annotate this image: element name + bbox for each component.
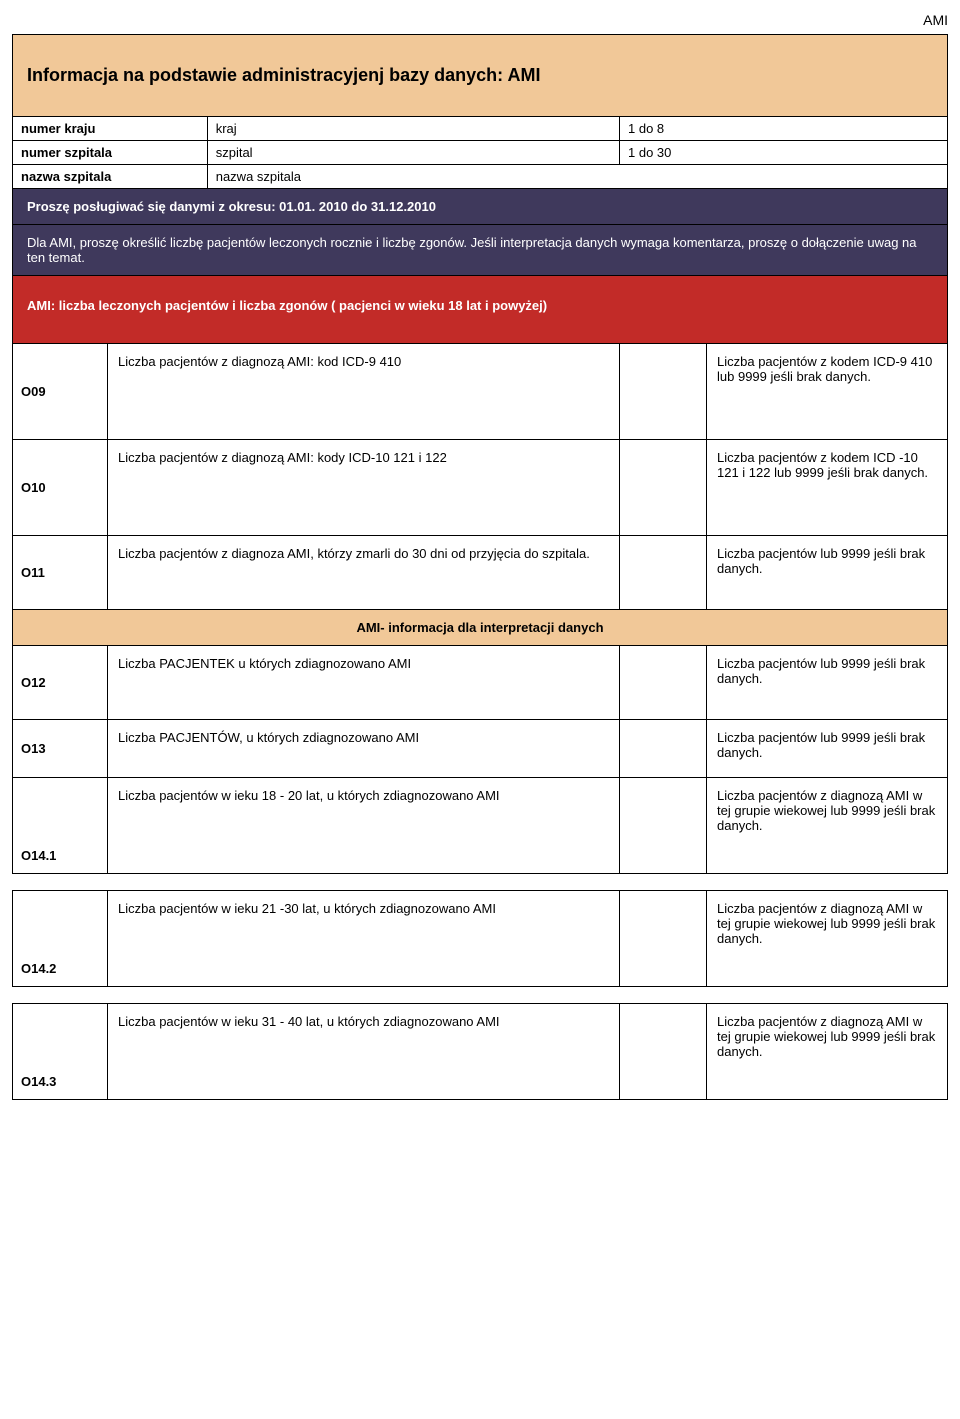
- row-code-O12: O12: [13, 646, 108, 720]
- meta-value-1do30: 1 do 30: [620, 141, 948, 165]
- row-desc-O11: Liczba pacjentów z diagnoza AMI, którzy …: [108, 536, 620, 610]
- row-right-O09: Liczba pacjentów z kodem ICD-9 410 lub 9…: [707, 344, 948, 440]
- meta-value-kraj: kraj: [207, 117, 619, 141]
- row-code-O14-2: O14.2: [13, 891, 108, 987]
- row-blank-O14-3: [620, 1004, 707, 1100]
- table-row: O10 Liczba pacjentów z diagnozą AMI: kod…: [13, 440, 948, 536]
- row-desc-O14-2: Liczba pacjentów w ieku 21 -30 lat, u kt…: [108, 891, 620, 987]
- row-right-O14-2: Liczba pacjentów z diagnozą AMI w tej gr…: [707, 891, 948, 987]
- row-right-O13: Liczba pacjentów lub 9999 jeśli brak dan…: [707, 720, 948, 778]
- row-right-O12: Liczba pacjentów lub 9999 jeśli brak dan…: [707, 646, 948, 720]
- row-blank-O10: [620, 440, 707, 536]
- table-row: O14.1 Liczba pacjentów w ieku 18 - 20 la…: [13, 778, 948, 874]
- table-row: O11 Liczba pacjentów z diagnoza AMI, któ…: [13, 536, 948, 610]
- meta-label-numer-szpitala: numer szpitala: [13, 141, 208, 165]
- dark-header-period: Proszę posługiwać się danymi z okresu: 0…: [13, 189, 948, 225]
- red-header: AMI: liczba leczonych pacjentów i liczba…: [13, 276, 948, 344]
- row-right-O14-3: Liczba pacjentów z diagnozą AMI w tej gr…: [707, 1004, 948, 1100]
- row-blank-O14-2: [620, 891, 707, 987]
- dark-header-instructions: Dla AMI, proszę określić liczbę pacjentó…: [13, 225, 948, 276]
- row-blank-O13: [620, 720, 707, 778]
- row-desc-O13: Liczba PACJENTÓW, u których zdiagnozowan…: [108, 720, 620, 778]
- row-code-O14-1: O14.1: [13, 778, 108, 874]
- row-right-O14-1: Liczba pacjentów z diagnozą AMI w tej gr…: [707, 778, 948, 874]
- meta-value-nazwa-szpitala: nazwa szpitala: [207, 165, 947, 189]
- row-code-O10: O10: [13, 440, 108, 536]
- row-right-O11: Liczba pacjentów lub 9999 jeśli brak dan…: [707, 536, 948, 610]
- title-cell: Informacja na podstawie administracyjenj…: [13, 35, 948, 117]
- second-table: O14.2 Liczba pacjentów w ieku 21 -30 lat…: [12, 890, 948, 987]
- row-desc-O14-1: Liczba pacjentów w ieku 18 - 20 lat, u k…: [108, 778, 620, 874]
- main-table: Informacja na podstawie administracyjenj…: [12, 34, 948, 874]
- row-code-O14-3: O14.3: [13, 1004, 108, 1100]
- row-code-O13: O13: [13, 720, 108, 778]
- row-right-O10: Liczba pacjentów z kodem ICD -10 121 i 1…: [707, 440, 948, 536]
- spacer: [12, 987, 948, 1003]
- table-row: O09 Liczba pacjentów z diagnozą AMI: kod…: [13, 344, 948, 440]
- table-row: O14.3 Liczba pacjentów w ieku 31 - 40 la…: [13, 1004, 948, 1100]
- row-blank-O12: [620, 646, 707, 720]
- spacer: [12, 874, 948, 890]
- table-row: O14.2 Liczba pacjentów w ieku 21 -30 lat…: [13, 891, 948, 987]
- row-blank-O09: [620, 344, 707, 440]
- meta-value-1do8: 1 do 8: [620, 117, 948, 141]
- row-desc-O12: Liczba PACJENTEK u których zdiagnozowano…: [108, 646, 620, 720]
- row-desc-O14-3: Liczba pacjentów w ieku 31 - 40 lat, u k…: [108, 1004, 620, 1100]
- page-container: AMI Informacja na podstawie administracy…: [12, 12, 948, 1100]
- row-code-O11: O11: [13, 536, 108, 610]
- row-blank-O14-1: [620, 778, 707, 874]
- third-table: O14.3 Liczba pacjentów w ieku 31 - 40 la…: [12, 1003, 948, 1100]
- row-code-O09: O09: [13, 344, 108, 440]
- top-right-label: AMI: [12, 12, 948, 28]
- row-desc-O09: Liczba pacjentów z diagnozą AMI: kod ICD…: [108, 344, 620, 440]
- meta-value-szpital: szpital: [207, 141, 619, 165]
- meta-label-numer-kraju: numer kraju: [13, 117, 208, 141]
- section2-header: AMI- informacja dla interpretacji danych: [13, 610, 948, 646]
- table-row: O12 Liczba PACJENTEK u których zdiagnozo…: [13, 646, 948, 720]
- table-row: O13 Liczba PACJENTÓW, u których zdiagnoz…: [13, 720, 948, 778]
- meta-label-nazwa-szpitala: nazwa szpitala: [13, 165, 208, 189]
- row-desc-O10: Liczba pacjentów z diagnozą AMI: kody IC…: [108, 440, 620, 536]
- row-blank-O11: [620, 536, 707, 610]
